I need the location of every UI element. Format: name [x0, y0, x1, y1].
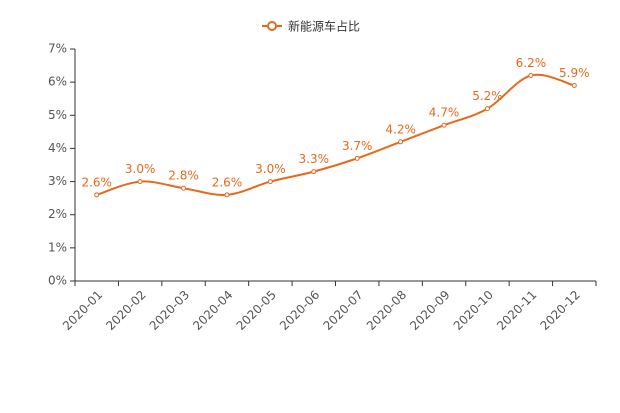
data-label: 3.0% — [125, 162, 156, 176]
data-label: 4.2% — [385, 122, 416, 136]
x-tick-label: 2020-05 — [234, 288, 279, 333]
y-tick-label: 4% — [48, 141, 67, 155]
x-tick-label: 2020-02 — [103, 288, 148, 333]
data-label: 3.0% — [255, 162, 286, 176]
data-point — [441, 122, 447, 128]
x-tick-label: 2020-04 — [190, 288, 235, 333]
data-label: 4.7% — [429, 106, 460, 120]
data-label: 2.8% — [168, 169, 199, 183]
data-point — [137, 179, 143, 185]
y-tick-label: 6% — [48, 75, 67, 89]
x-tick-label: 2020-10 — [451, 288, 496, 333]
x-tick-label: 2020-09 — [407, 288, 452, 333]
y-tick-label: 7% — [48, 42, 67, 56]
legend-marker — [267, 21, 277, 31]
x-tick-label: 2020-11 — [494, 288, 539, 333]
legend-label: 新能源车占比 — [288, 19, 360, 34]
data-label: 5.2% — [472, 89, 503, 103]
data-label: 3.7% — [342, 139, 373, 153]
legend: 新能源车占比 — [262, 19, 360, 34]
y-tick-label: 1% — [48, 240, 67, 254]
y-tick-label: 0% — [48, 274, 67, 288]
data-point — [528, 73, 534, 79]
x-tick-label: 2020-12 — [538, 288, 583, 333]
x-tick-label: 2020-03 — [147, 288, 192, 333]
x-tick-label: 2020-08 — [364, 288, 409, 333]
data-point — [484, 106, 490, 112]
data-label: 2.6% — [81, 175, 112, 189]
data-label: 2.6% — [212, 175, 243, 189]
data-point — [311, 169, 317, 175]
x-tick-label: 2020-01 — [60, 288, 105, 333]
y-tick-label: 5% — [48, 108, 67, 122]
data-point — [571, 82, 577, 88]
data-point — [94, 192, 100, 198]
series-line — [96, 73, 575, 196]
x-tick-label: 2020-07 — [320, 288, 365, 333]
data-label: 5.9% — [559, 66, 590, 80]
y-tick-label: 2% — [48, 207, 67, 221]
x-tick-label: 2020-06 — [277, 288, 322, 333]
data-point — [267, 179, 273, 185]
data-point — [224, 192, 230, 198]
data-label: 3.3% — [299, 152, 330, 166]
data-point — [181, 185, 187, 191]
data-point — [398, 139, 404, 145]
y-tick-label: 3% — [48, 174, 67, 188]
data-point — [354, 155, 360, 161]
data-label: 6.2% — [516, 56, 547, 70]
